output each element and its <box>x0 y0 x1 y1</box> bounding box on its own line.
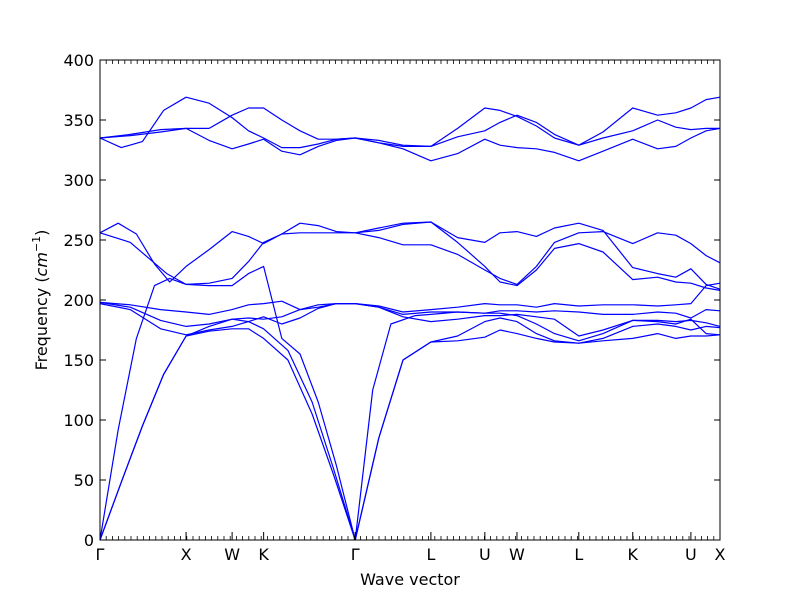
y-tick-label: 300 <box>63 171 94 190</box>
band-line <box>99 303 356 336</box>
band-line <box>355 127 721 162</box>
band-line <box>99 96 356 149</box>
band-line <box>99 265 356 541</box>
y-tick-label: 250 <box>63 231 94 250</box>
y-axis-ticks: 0 50 100 150 200 250 300 350 400 <box>63 51 720 550</box>
y-axis-label-text: Frequency ( <box>32 276 51 370</box>
band-line <box>99 107 356 140</box>
x-tick-label: U <box>479 545 491 564</box>
band-line <box>355 221 721 291</box>
plot-frame <box>99 59 721 541</box>
x-tick-label: U <box>685 545 697 564</box>
y-axis-label-unit: cm <box>32 252 51 276</box>
band-line <box>99 232 356 285</box>
y-axis-label: Frequency (cm−1) <box>30 230 51 371</box>
y-tick-label: 150 <box>63 351 94 370</box>
x-tick-label: W <box>509 545 525 564</box>
y-axis-label-close: ) <box>32 230 51 236</box>
x-tick-label: K <box>258 545 269 564</box>
y-tick-label: 0 <box>84 531 94 550</box>
y-tick-label: 400 <box>63 51 94 70</box>
x-tick-label: L <box>574 545 583 564</box>
x-tick-label: Γ <box>96 545 105 564</box>
band-line <box>355 231 721 285</box>
x-tick-label: L <box>426 545 435 564</box>
band-line <box>354 311 721 541</box>
band-line <box>355 282 721 313</box>
y-tick-label: 200 <box>63 291 94 310</box>
y-axis-label-exponent: −1 <box>30 236 43 252</box>
band-line <box>355 114 720 147</box>
x-tick-label: Γ <box>351 545 360 564</box>
x-axis-label: Wave vector <box>360 570 460 589</box>
y-tick-label: 350 <box>63 111 94 130</box>
band-line <box>99 301 356 327</box>
x-tick-label: X <box>715 545 726 564</box>
band-line <box>99 127 356 156</box>
y-tick-label: 50 <box>74 471 94 490</box>
x-tick-label: X <box>181 545 192 564</box>
x-tick-label: W <box>224 545 240 564</box>
band-line <box>99 300 356 315</box>
band-line <box>355 303 721 319</box>
y-tick-label: 100 <box>63 411 94 430</box>
x-tick-label: K <box>627 545 638 564</box>
band-line <box>355 303 721 337</box>
band-line <box>354 317 721 541</box>
band-lines <box>99 96 721 541</box>
band-line <box>99 222 356 283</box>
